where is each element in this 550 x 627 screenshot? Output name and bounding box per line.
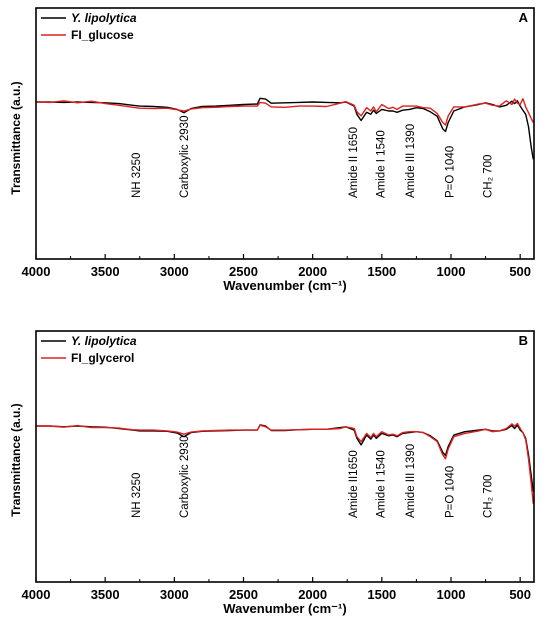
- legend-label: Y. lipolytica: [71, 11, 137, 25]
- x-tick-label: 1500: [367, 264, 396, 279]
- x-tick-label: 1500: [367, 587, 396, 602]
- peak-annotation: Amide I 1540: [375, 450, 387, 518]
- x-tick-label: 3000: [160, 587, 189, 602]
- x-tick-label: 500: [509, 587, 531, 602]
- x-tick-label: 1000: [437, 264, 466, 279]
- peak-annotation: Amide II1650: [348, 450, 360, 518]
- x-tick-label: 2500: [229, 264, 258, 279]
- legend-label: Y. lipolytica: [71, 334, 137, 348]
- x-tick-label: 3500: [91, 587, 120, 602]
- panel-letter: A: [519, 10, 529, 25]
- peak-annotation: NH 3250: [131, 473, 143, 518]
- peak-annotation: P=O 1040: [445, 146, 457, 198]
- peak-annotation: Carboxylic 2930: [179, 116, 191, 198]
- x-tick-label: 2000: [298, 264, 327, 279]
- x-tick-label: 4000: [22, 264, 51, 279]
- panel-b: 4000 3500 3000 2500 2000 1500 1000 500 Wavenumbe…: [9, 330, 535, 616]
- x-tick-label: 1000: [437, 587, 466, 602]
- x-tick-label: 2000: [298, 587, 327, 602]
- panel-a: 4000 3500 3000 2500 2000 1500 1000 500 Wavenumbe…: [9, 7, 535, 293]
- panel-letter: B: [519, 333, 528, 348]
- peak-annotation: Amide III 1390: [405, 124, 417, 198]
- x-tick-label: 3500: [91, 264, 120, 279]
- peak-annotation: Amide II 1650: [348, 127, 360, 198]
- legend-label: FI_glucose: [71, 28, 134, 42]
- peak-annotation: CH₂ 700: [483, 475, 495, 518]
- x-tick-label: 3000: [160, 264, 189, 279]
- x-axis-title: Wavenumber (cm⁻¹): [223, 278, 346, 293]
- peak-annotation: Carboxylic 2930: [179, 436, 191, 518]
- x-axis-title: Wavenumber (cm⁻¹): [223, 601, 346, 616]
- x-tick-label: 4000: [22, 587, 51, 602]
- peak-annotation: Amide I 1540: [375, 130, 387, 198]
- plot-frame: [35, 7, 535, 260]
- plot-frame: [35, 330, 535, 583]
- peak-annotation: CH₂ 700: [483, 155, 495, 198]
- legend-label: FI_glycerol: [71, 351, 134, 365]
- series-line-fi-glucose: [36, 97, 534, 126]
- x-tick-label: 500: [509, 264, 531, 279]
- series-line-fi-glycerol: [36, 422, 534, 504]
- peak-annotation: Amide III 1390: [405, 444, 417, 518]
- peak-annotation: P=O 1040: [445, 466, 457, 518]
- y-axis-title: Transmittance (a.u.): [9, 403, 23, 516]
- y-axis-title: Transmittance (a.u.): [9, 81, 23, 194]
- x-tick-label: 2500: [229, 587, 258, 602]
- peak-annotation: NH 3250: [131, 153, 143, 198]
